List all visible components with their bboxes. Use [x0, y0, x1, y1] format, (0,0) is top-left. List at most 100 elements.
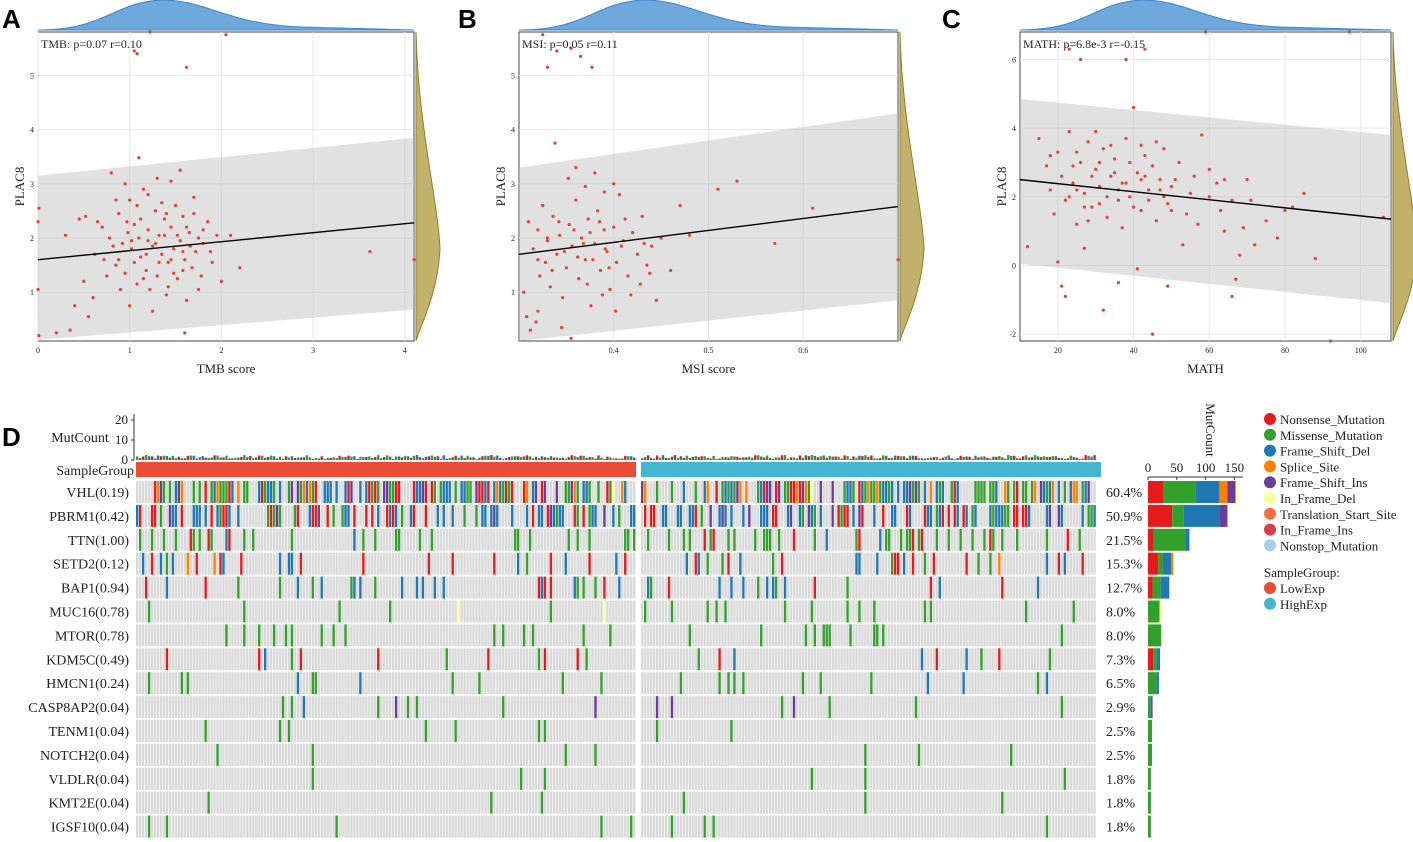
oncoplot-cell — [633, 552, 636, 575]
oncoplot-mutation-cell — [383, 481, 386, 503]
oncoplot-cell — [959, 720, 962, 742]
oncoplot-cell — [460, 528, 463, 551]
oncoplot-cell — [768, 720, 772, 742]
oncoplot-cell — [1075, 720, 1078, 742]
oncoplot-cell — [359, 696, 362, 719]
oncoplot-cell — [141, 504, 145, 527]
oncoplot-mutation-cell — [649, 576, 653, 599]
panel-a-point — [169, 179, 173, 183]
mutcount-bar — [724, 457, 727, 460]
oncoplot-cell — [685, 504, 689, 527]
oncoplot-cell — [189, 696, 192, 719]
oncoplot-cell — [445, 576, 448, 599]
oncoplot-cell — [403, 720, 407, 742]
oncoplot-cell — [508, 624, 511, 647]
oncoplot-cell — [1045, 720, 1049, 742]
oncoplot-cell — [525, 696, 529, 719]
oncoplot-cell — [646, 481, 650, 503]
oncoplot-cell — [201, 720, 204, 742]
panel-b-point — [773, 241, 777, 246]
oncoplot-mutation-cell — [478, 481, 481, 503]
mutcount-bar — [314, 457, 317, 460]
oncoplot-mutation-cell — [144, 576, 148, 599]
oncoplot-cell — [272, 696, 276, 719]
oncoplot-cell — [284, 552, 288, 575]
oncoplot-cell — [643, 720, 647, 742]
oncoplot-mutation-cell — [222, 481, 225, 503]
oncoplot-cell — [138, 720, 142, 742]
oncoplot-cell — [721, 624, 724, 647]
oncoplot-cell — [308, 600, 311, 623]
oncoplot-mutation-cell — [624, 552, 627, 575]
oncoplot-mutation-cell — [828, 624, 831, 647]
oncoplot-cell — [490, 576, 493, 599]
oncoplot-cell — [959, 648, 962, 671]
oncoplot-mutation-cell — [365, 504, 368, 527]
oncoplot-cell — [858, 672, 861, 695]
oncoplot-cell — [433, 696, 436, 719]
oncoplot-cell — [371, 552, 374, 575]
oncoplot-cell — [195, 576, 198, 599]
panel-a-point — [160, 252, 164, 256]
oncoplot-cell — [442, 696, 445, 719]
oncoplot-mutation-cell — [391, 481, 395, 503]
oncoplot-cell — [736, 696, 739, 719]
oncoplot-cell — [299, 672, 303, 695]
panel-b-xtick-label: 0.5 — [704, 346, 714, 355]
oncoplot-cell — [664, 481, 668, 503]
oncoplot-cell — [445, 672, 448, 695]
oncoplot-cell — [269, 552, 273, 575]
oncoplot-cell — [549, 481, 553, 503]
oncoplot-cell — [234, 720, 237, 742]
oncoplot-cell — [1024, 720, 1028, 742]
oncoplot-cell — [377, 576, 380, 599]
oncoplot-cell — [311, 528, 314, 551]
oncoplot-cell — [162, 600, 166, 623]
oncoplot-cell — [742, 720, 745, 742]
oncoplot-cell — [192, 720, 195, 742]
oncoplot-cell — [980, 504, 983, 527]
oncoplot-mutation-cell — [1057, 552, 1061, 575]
oncoplot-mutation-cell — [192, 481, 195, 503]
oncoplot-cell — [612, 528, 615, 551]
oncoplot-cell — [469, 672, 472, 695]
oncoplot-cell — [633, 720, 636, 742]
panel-c-point — [1056, 150, 1060, 154]
oncoplot-cell — [1039, 552, 1043, 575]
oncoplot-cell — [409, 600, 413, 623]
oncoplot-cell — [543, 504, 547, 527]
oncoplot-cell — [876, 720, 879, 742]
mutcount-bar — [624, 455, 627, 460]
oncoplot-cell — [582, 528, 585, 551]
oncoplot-mutation-cell — [929, 481, 933, 503]
oncoplot-cell — [534, 648, 538, 671]
oncoplot-cell — [947, 481, 950, 503]
oncoplot-cell — [290, 504, 294, 527]
oncoplot-mutation-cell — [905, 481, 909, 503]
oncoplot-cell — [760, 600, 763, 623]
panel-c-point — [1158, 178, 1162, 182]
oncoplot-cell — [968, 481, 971, 503]
oncoplot-cell — [141, 528, 145, 551]
oncoplot-cell — [415, 624, 419, 647]
oncoplot-mutation-cell — [1021, 504, 1025, 527]
oncoplot-mutation-cell — [911, 552, 915, 575]
mutcount-bar — [266, 456, 270, 460]
oncoplot-cell — [243, 552, 246, 575]
panel-c-point — [1113, 171, 1117, 175]
oncoplot-cell — [213, 648, 216, 671]
oncoplot-cell — [825, 576, 828, 599]
oncoplot-cell — [549, 696, 553, 719]
oncoplot-cell — [216, 696, 219, 719]
oncoplot-cell — [558, 696, 561, 719]
oncoplot-cell — [499, 552, 502, 575]
oncoplot-cell — [754, 672, 757, 695]
oncoplot-mutation-cell — [1016, 504, 1019, 527]
gene-count-bar-segment — [1153, 528, 1186, 551]
mutcount-bar — [667, 458, 671, 460]
oncoplot-cell — [792, 672, 796, 695]
oncoplot-cell — [902, 648, 906, 671]
oncoplot-cell — [891, 528, 894, 551]
oncoplot-cell — [816, 672, 819, 695]
oncoplot-cell — [745, 624, 748, 647]
